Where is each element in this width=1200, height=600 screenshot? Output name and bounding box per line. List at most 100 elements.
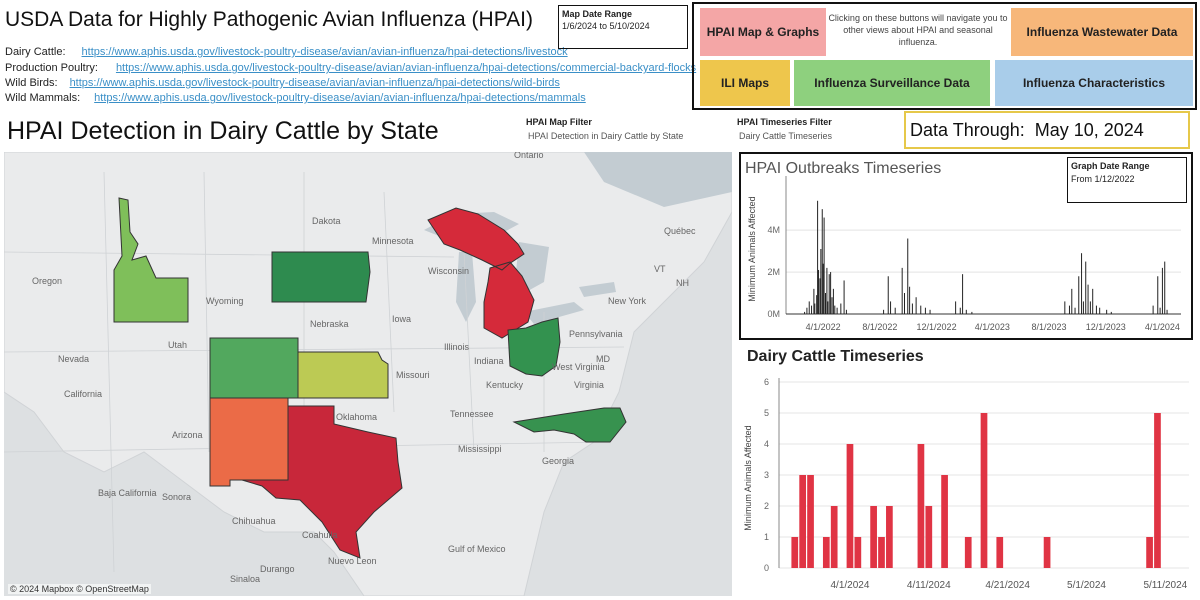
outbreaks-chart-title: HPAI Outbreaks Timeseries bbox=[745, 160, 942, 177]
link-row-dairy-cattle: Dairy Cattle: https://www.aphis.usda.gov/… bbox=[5, 46, 568, 58]
hpai-map-filter[interactable]: HPAI Map Filter HPAI Detection in Dairy … bbox=[526, 117, 683, 141]
dairy-bar bbox=[964, 537, 972, 568]
map-canvas[interactable]: Ontario Dakota Minnesota Oregon Wisconsi… bbox=[4, 152, 732, 596]
influenza-wastewater-button[interactable]: Influenza Wastewater Data bbox=[1011, 8, 1193, 56]
graph-date-range-label: Graph Date Range bbox=[1071, 161, 1150, 171]
dairy-x-tick: 5/1/2024 bbox=[1067, 580, 1106, 591]
state-colorado[interactable] bbox=[209, 337, 299, 399]
us-map[interactable]: Ontario Dakota Minnesota Oregon Wisconsi… bbox=[4, 152, 732, 596]
dairy-y-tick: 3 bbox=[764, 470, 769, 480]
outbreaks-x-tick: 8/1/2022 bbox=[862, 322, 897, 332]
link-row-wild-mammals: Wild Mammals: https://www.aphis.usda.gov/… bbox=[5, 92, 586, 104]
data-through-box: Data Through: May 10, 2024 bbox=[904, 111, 1190, 149]
place-label: Québec bbox=[664, 226, 696, 236]
state-texas[interactable] bbox=[241, 405, 403, 559]
outbreaks-y-tick: 4M bbox=[767, 225, 780, 235]
dairy-cattle-link[interactable]: https://www.aphis.usda.gov/livestock-pou… bbox=[81, 46, 568, 58]
link-label: Wild Birds: bbox=[5, 77, 58, 89]
dairy-y-tick: 5 bbox=[764, 408, 769, 418]
place-label: Kentucky bbox=[486, 380, 524, 390]
graph-date-range: Graph Date Range From 1/12/2022 bbox=[1067, 157, 1187, 203]
link-row-wild-birds: Wild Birds: https://www.aphis.usda.gov/li… bbox=[5, 77, 560, 89]
dairy-bar bbox=[1154, 413, 1161, 568]
dairy-y-tick: 6 bbox=[764, 377, 769, 387]
place-label: California bbox=[64, 389, 102, 399]
dairy-bar bbox=[917, 444, 925, 568]
hpai-outbreaks-chart: HPAI Outbreaks Timeseries Graph Date Ran… bbox=[739, 152, 1193, 340]
map-attribution[interactable]: © 2024 Mapbox © OpenStreetMap bbox=[8, 584, 151, 594]
place-label: Oregon bbox=[32, 276, 62, 286]
dairy-bar bbox=[830, 506, 838, 568]
timeseries-filter-value[interactable]: Dairy Cattle Timeseries bbox=[739, 131, 833, 141]
dairy-plot: Minimum Animals Affected 0 1 2 3 4 5 6 4/1/2024 4… bbox=[743, 377, 1189, 591]
map-filter-value[interactable]: HPAI Detection in Dairy Cattle by State bbox=[528, 131, 684, 141]
place-label: Iowa bbox=[392, 314, 411, 324]
place-labels: Ontario Dakota Minnesota Oregon Wisconsi… bbox=[32, 152, 696, 584]
place-label: MD bbox=[596, 354, 610, 364]
place-label: Utah bbox=[168, 340, 187, 350]
dairy-bar bbox=[807, 475, 814, 568]
wild-mammals-link[interactable]: https://www.aphis.usda.gov/livestock-pou… bbox=[94, 92, 586, 104]
dairy-y-tick: 1 bbox=[764, 532, 769, 542]
place-label: Dakota bbox=[312, 216, 341, 226]
state-new-mexico[interactable] bbox=[209, 397, 289, 487]
outbreaks-x-tick: 12/1/2022 bbox=[917, 322, 957, 332]
place-label: Chihuahua bbox=[232, 516, 276, 526]
outbreaks-x-tick: 4/1/2024 bbox=[1145, 322, 1180, 332]
dairy-bar bbox=[925, 506, 933, 568]
dairy-bar bbox=[799, 475, 807, 568]
dairy-bar bbox=[941, 475, 948, 568]
lake-ontario bbox=[579, 282, 616, 297]
dairy-x-tick: 4/21/2024 bbox=[985, 580, 1030, 591]
dairy-y-tick: 0 bbox=[764, 563, 769, 573]
timeseries-filter-label: HPAI Timeseries Filter bbox=[737, 117, 832, 127]
place-label: Nuevo Leon bbox=[328, 556, 377, 566]
place-label: Georgia bbox=[542, 456, 574, 466]
place-label: Ontario bbox=[514, 152, 544, 160]
map-date-range-value: 1/6/2024 to 5/10/2024 bbox=[562, 21, 650, 31]
place-label: Oklahoma bbox=[336, 412, 377, 422]
link-label: Wild Mammals: bbox=[5, 92, 81, 104]
place-label: Nebraska bbox=[310, 319, 349, 329]
place-label: Tennessee bbox=[450, 409, 494, 419]
link-label: Production Poultry: bbox=[5, 62, 98, 74]
state-north-carolina[interactable] bbox=[512, 407, 627, 443]
place-label: Nevada bbox=[58, 354, 89, 364]
ili-maps-button[interactable]: ILI Maps bbox=[700, 60, 790, 106]
dairy-chart-title: Dairy Cattle Timeseries bbox=[747, 348, 924, 365]
outbreaks-plot: Minimum Animals Affected 0M 2M 4M 4/1/2022 8/… bbox=[747, 176, 1181, 332]
hpai-timeseries-filter[interactable]: HPAI Timeseries Filter Dairy Cattle Time… bbox=[737, 117, 832, 141]
dairy-bar bbox=[996, 537, 1004, 568]
navigation-panel: HPAI Map & Graphs Clicking on these butt… bbox=[692, 2, 1197, 110]
place-label: Wyoming bbox=[206, 296, 243, 306]
dairy-y-tick: 4 bbox=[764, 439, 769, 449]
hpai-map-graphs-button[interactable]: HPAI Map & Graphs bbox=[700, 8, 826, 56]
production-poultry-link[interactable]: https://www.aphis.usda.gov/livestock-pou… bbox=[115, 62, 697, 74]
dairy-bar bbox=[1043, 537, 1051, 568]
dairy-y-tick: 2 bbox=[764, 501, 769, 511]
place-label: Mississippi bbox=[458, 444, 502, 454]
state-ohio[interactable] bbox=[507, 317, 561, 377]
place-label: Baja California bbox=[98, 488, 157, 498]
place-label: Illinois bbox=[444, 342, 470, 352]
dairy-bar bbox=[870, 506, 877, 568]
state-south-dakota[interactable] bbox=[271, 251, 371, 303]
place-label: Missouri bbox=[396, 370, 430, 380]
place-label: Wisconsin bbox=[428, 266, 469, 276]
hudson-bay-water bbox=[584, 152, 732, 207]
state-kansas[interactable] bbox=[297, 351, 389, 399]
influenza-surveillance-button[interactable]: Influenza Surveillance Data bbox=[794, 60, 990, 106]
influenza-characteristics-button[interactable]: Influenza Characteristics bbox=[995, 60, 1193, 106]
place-label: NH bbox=[676, 278, 689, 288]
place-label: Pennsylvania bbox=[569, 329, 623, 339]
dashboard-title: USDA Data for Highly Pathogenic Avian In… bbox=[5, 8, 533, 31]
link-label: Dairy Cattle: bbox=[5, 46, 66, 58]
wild-birds-link[interactable]: https://www.aphis.usda.gov/livestock-pou… bbox=[69, 77, 560, 89]
dairy-x-tick: 4/1/2024 bbox=[830, 580, 869, 591]
dairy-bar bbox=[791, 537, 799, 568]
place-label: Durango bbox=[260, 564, 295, 574]
outbreaks-x-tick: 4/1/2022 bbox=[806, 322, 841, 332]
state-idaho[interactable] bbox=[113, 197, 189, 323]
outbreaks-y-tick: 0M bbox=[767, 309, 780, 319]
place-label: Indiana bbox=[474, 356, 504, 366]
